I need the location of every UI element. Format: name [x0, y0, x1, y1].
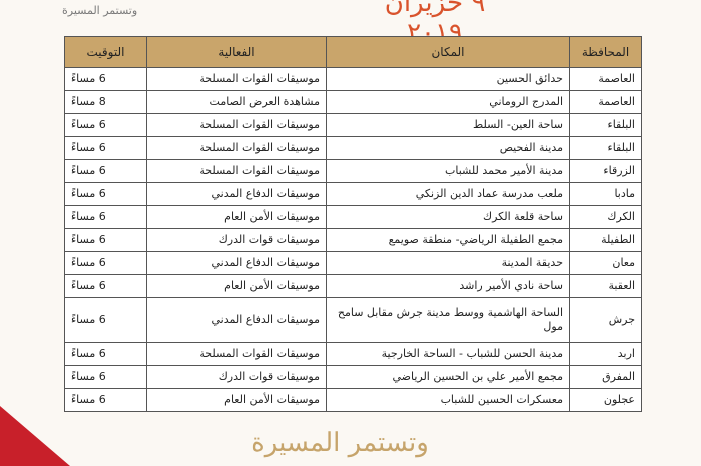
footer-text: وتستمر المسيرة [251, 428, 429, 458]
table-cell: الزرقاء [569, 159, 642, 183]
table-cell: 6 مساءً [64, 251, 147, 275]
table-cell: 6 مساءً [64, 228, 147, 252]
flag-corner [0, 406, 70, 466]
table-cell: مشاهدة العرض الصامت [146, 90, 327, 114]
table-cell: مدينة الأمير محمد للشباب [326, 159, 570, 183]
table-cell: العاصمة [569, 90, 642, 114]
column-header: التوقيت [64, 36, 147, 68]
table-cell: العاصمة [569, 67, 642, 91]
table-cell: اربد [569, 342, 642, 366]
table-cell: مدينة الفحيص [326, 136, 570, 160]
table-cell: الكرك [569, 205, 642, 229]
table-cell: 6 مساءً [64, 182, 147, 206]
table-row: معان حديقة المدينة موسيقات الدفاع المدني 6 … [64, 251, 642, 275]
table-row: اربد مدينة الحسن للشباب - الساحة الخارجية… [64, 342, 642, 366]
table-cell: موسيقات الدفاع المدني [146, 297, 327, 343]
logo-text: وتستمر المسيرة [62, 4, 138, 17]
table-cell: موسيقات القوات المسلحة [146, 159, 327, 183]
table-cell: 6 مساءً [64, 67, 147, 91]
table-cell: 8 مساءً [64, 90, 147, 114]
header-row: المحافظة المكان الفعالية التوقيت [64, 36, 642, 68]
table-row: الطفيلة مجمع الطفيلة الرياضي- منطقة صويمع… [64, 228, 642, 252]
table-row: المفرق مجمع الأمير علي بن الحسين الرياضي م… [64, 365, 642, 389]
table-cell: 6 مساءً [64, 159, 147, 183]
table-cell: موسيقات القوات المسلحة [146, 342, 327, 366]
schedule-table: المحافظة المكان الفعالية التوقيت العاصمة حدا… [64, 36, 642, 412]
table-cell: البلقاء [569, 113, 642, 137]
table-cell: معان [569, 251, 642, 275]
table-cell: مجمع الطفيلة الرياضي- منطقة صويمع [326, 228, 570, 252]
table-cell: مجمع الأمير علي بن الحسين الرياضي [326, 365, 570, 389]
table-cell: موسيقات القوات المسلحة [146, 67, 327, 91]
table-cell: موسيقات الدفاع المدني [146, 251, 327, 275]
column-header: المحافظة [569, 36, 642, 68]
table-cell: ساحة العين- السلط [326, 113, 570, 137]
table-row: العقبة ساحة نادي الأمير راشد موسيقات الأمن… [64, 274, 642, 298]
table-cell: موسيقات القوات المسلحة [146, 136, 327, 160]
table-cell: البلقاء [569, 136, 642, 160]
table-row: الكرك ساحة قلعة الكرك موسيقات الأمن العام 6… [64, 205, 642, 229]
table-row: عجلون معسكرات الحسين للشباب موسيقات الأمن … [64, 388, 642, 412]
table-cell: حديقة المدينة [326, 251, 570, 275]
table-row: جرش الساحة الهاشمية ووسط مدينة جرش مقابل … [64, 297, 642, 343]
table-cell: جرش [569, 297, 642, 343]
table-cell: موسيقات قوات الدرك [146, 228, 327, 252]
table-cell: موسيقات الدفاع المدني [146, 182, 327, 206]
table-cell: موسيقات الأمن العام [146, 274, 327, 298]
table-cell: عجلون [569, 388, 642, 412]
table-cell: موسيقات الأمن العام [146, 388, 327, 412]
column-header: المكان [326, 36, 570, 68]
table-cell: 6 مساءً [64, 388, 147, 412]
table-cell: مادبا [569, 182, 642, 206]
table-cell: 6 مساءً [64, 365, 147, 389]
table-row: العاصمة المدرج الروماني مشاهدة العرض الصام… [64, 90, 642, 114]
table-cell: المفرق [569, 365, 642, 389]
table-cell: معسكرات الحسين للشباب [326, 388, 570, 412]
table-cell: 6 مساءً [64, 297, 147, 343]
table-cell: ساحة قلعة الكرك [326, 205, 570, 229]
table-cell: 6 مساءً [64, 274, 147, 298]
table-cell: موسيقات قوات الدرك [146, 365, 327, 389]
table-cell: 6 مساءً [64, 136, 147, 160]
table-cell: الطفيلة [569, 228, 642, 252]
table-cell: 6 مساءً [64, 342, 147, 366]
table-cell: الساحة الهاشمية ووسط مدينة جرش مقابل سام… [326, 297, 570, 343]
table-row: الزرقاء مدينة الأمير محمد للشباب موسيقات ا… [64, 159, 642, 183]
table-body: العاصمة حدائق الحسين موسيقات القوات المسلح… [64, 67, 642, 412]
table-row: البلقاء مدينة الفحيص موسيقات القوات المسلح… [64, 136, 642, 160]
table-cell: المدرج الروماني [326, 90, 570, 114]
table-row: البلقاء ساحة العين- السلط موسيقات القوات ا… [64, 113, 642, 137]
table-cell: موسيقات الأمن العام [146, 205, 327, 229]
column-header: الفعالية [146, 36, 327, 68]
table-cell: ساحة نادي الأمير راشد [326, 274, 570, 298]
table-cell: 6 مساءً [64, 205, 147, 229]
table-row: مادبا ملعب مدرسة عماد الدين الزنكي موسيقات… [64, 182, 642, 206]
table-cell: 6 مساءً [64, 113, 147, 137]
table-cell: حدائق الحسين [326, 67, 570, 91]
table-cell: العقبة [569, 274, 642, 298]
table-cell: ملعب مدرسة عماد الدين الزنكي [326, 182, 570, 206]
table-cell: موسيقات القوات المسلحة [146, 113, 327, 137]
table-row: العاصمة حدائق الحسين موسيقات القوات المسلح… [64, 67, 642, 91]
table-cell: مدينة الحسن للشباب - الساحة الخارجية [326, 342, 570, 366]
